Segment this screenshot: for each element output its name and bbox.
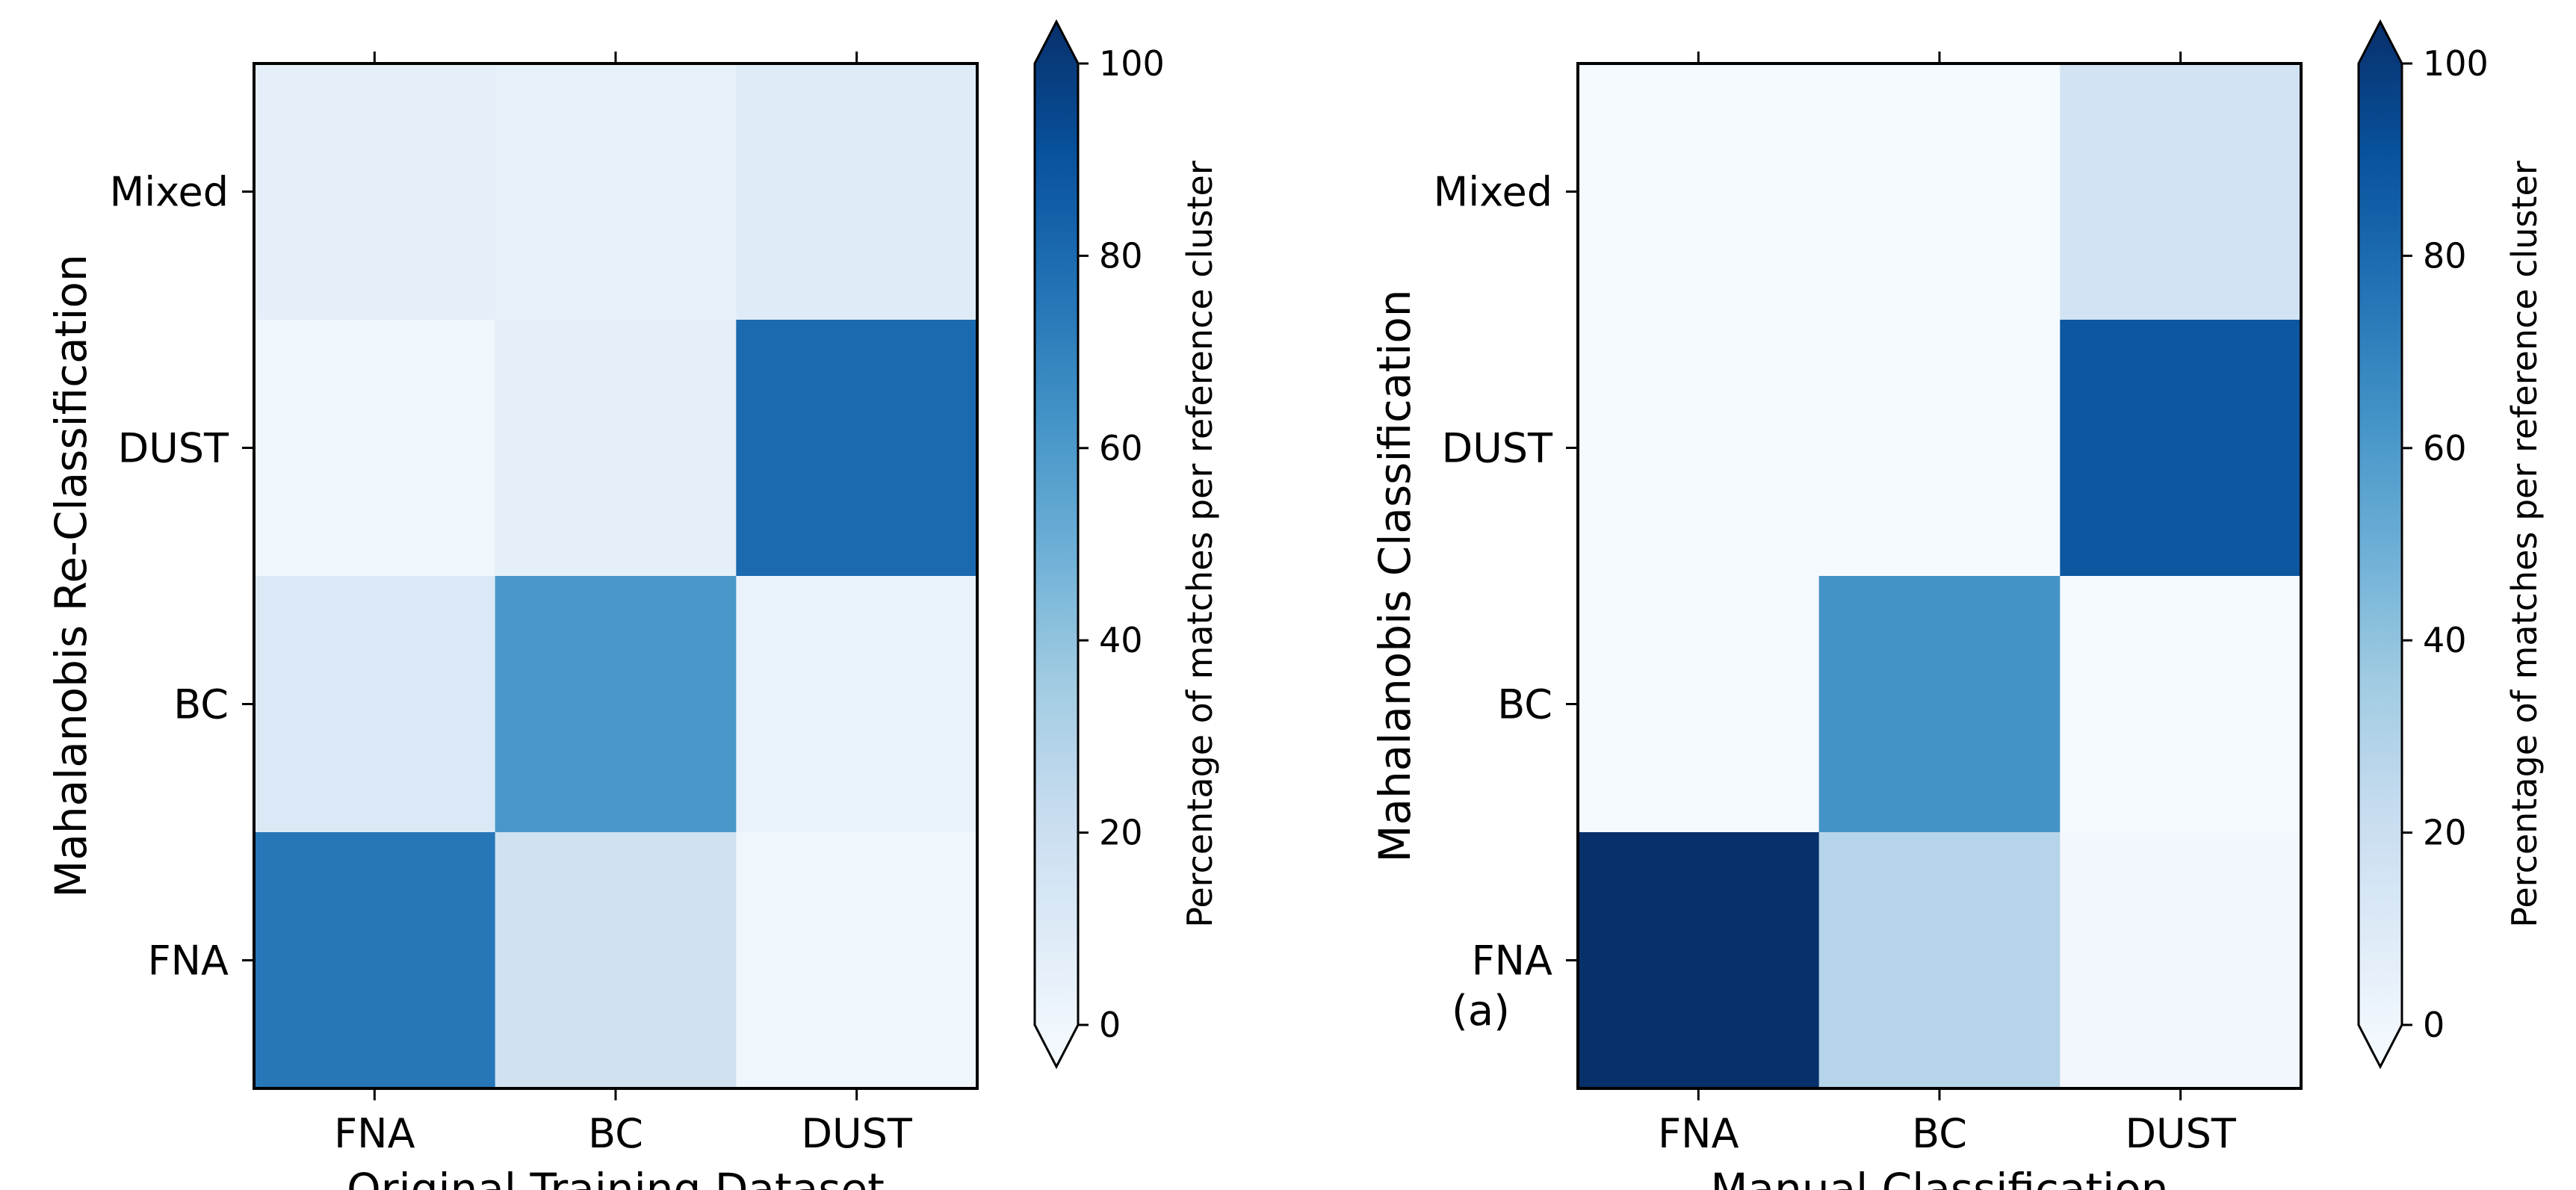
colorbar-tick-label: 80	[2423, 235, 2467, 276]
heatmap-cell-fna-dust	[736, 832, 978, 1089]
x-tick-label-dust: DUST	[801, 1110, 912, 1157]
x-tick-label-fna: FNA	[334, 1110, 415, 1157]
heatmap-cell-mixed-fna	[254, 63, 496, 320]
colorbar-label: Percentage of matches per reference clus…	[2504, 161, 2545, 928]
heatmap-cell-fna-dust	[2060, 832, 2302, 1089]
heatmap-cell-mixed-fna	[1578, 63, 1820, 320]
heatmap-panel-left: FNA BC DUST Mixed DUST BC FNA Original Traini…	[46, 19, 1220, 1190]
heatmap-cell-mixed-bc	[1818, 63, 2061, 320]
y-tick-label-bc: BC	[1497, 681, 1552, 728]
heatmap-cell-fna-fna	[254, 832, 496, 1089]
x-tick-label-fna: FNA	[1658, 1110, 1739, 1157]
heatmap-cell-bc-fna	[1578, 576, 1820, 833]
colorbar-gradient	[1033, 19, 1080, 1070]
colorbar-tick-label: 100	[1099, 43, 1165, 84]
heatmap-cell-bc-dust	[2060, 576, 2302, 833]
heatmap-cell-fna-bc	[495, 832, 737, 1089]
colorbar-tick-label: 0	[2423, 1005, 2445, 1045]
heatmap-cell-dust-dust	[736, 320, 978, 577]
heatmap-cell-dust-fna	[254, 320, 496, 577]
colorbar: 0 20 40 60 80 100 Percentage of matches per r…	[2357, 19, 2545, 1070]
colorbar-label: Percentage of matches per reference clus…	[1180, 161, 1220, 928]
heatmap-cell-dust-fna	[1578, 320, 1820, 577]
heatmap-cells	[1578, 63, 2302, 1089]
x-axis-label: Original Training Dataset	[347, 1164, 885, 1190]
y-tick-label-mixed: Mixed	[110, 169, 229, 216]
heatmap-cell-mixed-dust	[736, 63, 978, 320]
heatmap-cell-fna-bc	[1818, 832, 2061, 1089]
colorbar-ticks: 0 20 40 60 80 100	[2402, 43, 2489, 1045]
colorbar-tick-label: 80	[1099, 235, 1143, 276]
y-tick-label-bc: BC	[173, 681, 229, 728]
heatmap-cell-mixed-dust	[2060, 63, 2302, 320]
heatmap-cell-dust-dust	[2060, 320, 2302, 577]
heatmap-cell-bc-bc	[1818, 576, 2061, 833]
x-axis-ticks: FNA BC DUST	[1658, 52, 2237, 1157]
x-axis-label: Manual Classification	[1711, 1164, 2169, 1190]
x-axis-ticks: FNA BC DUST	[334, 52, 913, 1157]
colorbar-tick-label: 100	[2423, 43, 2489, 84]
heatmap-cell-bc-bc	[495, 576, 737, 833]
y-axis-label: Mahalanobis Re-Classification	[46, 254, 96, 897]
heatmap-cell-fna-fna	[1578, 832, 1820, 1089]
colorbar-tick-label: 40	[2423, 620, 2467, 660]
colorbar-tick-label: 60	[1099, 428, 1143, 468]
heatmap-cell-dust-bc	[495, 320, 737, 577]
x-tick-label-bc: BC	[588, 1110, 643, 1157]
y-tick-label-fna: FNA	[1472, 938, 1552, 985]
heatmap-cells	[254, 63, 978, 1089]
colorbar-tick-label: 0	[1099, 1005, 1121, 1045]
heatmap-cell-bc-fna	[254, 576, 496, 833]
y-tick-label-mixed: Mixed	[1434, 169, 1552, 216]
colorbar-tick-label: 40	[1099, 620, 1143, 660]
heatmap-cell-dust-bc	[1818, 320, 2061, 577]
y-tick-label-fna: FNA	[148, 938, 229, 985]
heatmap-cell-mixed-bc	[495, 63, 737, 320]
y-axis-ticks: Mixed DUST BC FNA	[110, 169, 254, 985]
y-axis-ticks: Mixed DUST BC FNA	[1434, 169, 1578, 985]
panel-annotation: (a)	[1452, 987, 1510, 1035]
colorbar-ticks: 0 20 40 60 80 100	[1078, 43, 1165, 1045]
colorbar-gradient	[2357, 19, 2403, 1070]
y-tick-label-dust: DUST	[118, 425, 229, 472]
y-axis-label: Mahalanobis Classification	[1369, 289, 1420, 862]
heatmap-cell-bc-dust	[736, 576, 978, 833]
x-tick-label-bc: BC	[1912, 1110, 1967, 1157]
heatmap-panel-right: FNA BC DUST Mixed DUST BC FNA Manual Classifi…	[1369, 19, 2545, 1190]
y-tick-label-dust: DUST	[1442, 425, 1553, 472]
x-tick-label-dust: DUST	[2125, 1110, 2236, 1157]
colorbar: 0 20 40 60 80 100 Percentage of matches per r…	[1033, 19, 1220, 1070]
colorbar-tick-label: 20	[1099, 813, 1143, 853]
colorbar-tick-label: 60	[2423, 428, 2467, 468]
colorbar-tick-label: 20	[2423, 813, 2467, 853]
